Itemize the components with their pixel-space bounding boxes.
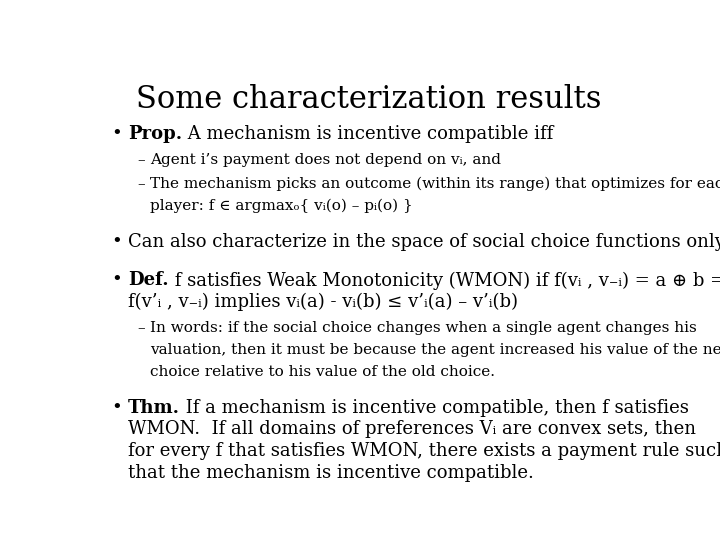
Text: Some characterization results: Some characterization results	[136, 84, 602, 114]
Text: Def.: Def.	[128, 272, 168, 289]
Text: Prop.: Prop.	[128, 125, 182, 143]
Text: –: –	[138, 177, 145, 191]
Text: f(v’ᵢ , v₋ᵢ) implies vᵢ(a) - vᵢ(b) ≤ v’ᵢ(a) – v’ᵢ(b): f(v’ᵢ , v₋ᵢ) implies vᵢ(a) - vᵢ(b) ≤ v’ᵢ…	[128, 293, 518, 312]
Text: •: •	[111, 399, 122, 417]
Text: If a mechanism is incentive compatible, then f satisfies: If a mechanism is incentive compatible, …	[180, 399, 689, 417]
Text: •: •	[111, 125, 122, 143]
Text: player: f ∈ argmaxₒ{ vᵢ(o) – pᵢ(o) }: player: f ∈ argmaxₒ{ vᵢ(o) – pᵢ(o) }	[150, 199, 413, 213]
Text: •: •	[111, 272, 122, 289]
Text: Thm.: Thm.	[128, 399, 180, 417]
Text: •: •	[111, 233, 122, 251]
Text: Can also characterize in the space of social choice functions only:: Can also characterize in the space of so…	[128, 233, 720, 251]
Text: WMON.  If all domains of preferences Vᵢ are convex sets, then: WMON. If all domains of preferences Vᵢ a…	[128, 420, 696, 438]
Text: A mechanism is incentive compatible iff: A mechanism is incentive compatible iff	[182, 125, 553, 143]
Text: for every f that satisfies WMON, there exists a payment rule such: for every f that satisfies WMON, there e…	[128, 442, 720, 460]
Text: –: –	[138, 321, 145, 335]
Text: that the mechanism is incentive compatible.: that the mechanism is incentive compatib…	[128, 463, 534, 482]
Text: –: –	[138, 153, 145, 167]
Text: f satisfies Weak Monotonicity (WMON) if f(vᵢ , v₋ᵢ) = a ⊕ b =: f satisfies Weak Monotonicity (WMON) if …	[168, 272, 720, 289]
Text: Agent i’s payment does not depend on vᵢ, and: Agent i’s payment does not depend on vᵢ,…	[150, 153, 501, 167]
Text: choice relative to his value of the old choice.: choice relative to his value of the old …	[150, 364, 495, 379]
Text: valuation, then it must be because the agent increased his value of the new: valuation, then it must be because the a…	[150, 343, 720, 357]
Text: In words: if the social choice changes when a single agent changes his: In words: if the social choice changes w…	[150, 321, 697, 335]
Text: The mechanism picks an outcome (within its range) that optimizes for each: The mechanism picks an outcome (within i…	[150, 177, 720, 192]
